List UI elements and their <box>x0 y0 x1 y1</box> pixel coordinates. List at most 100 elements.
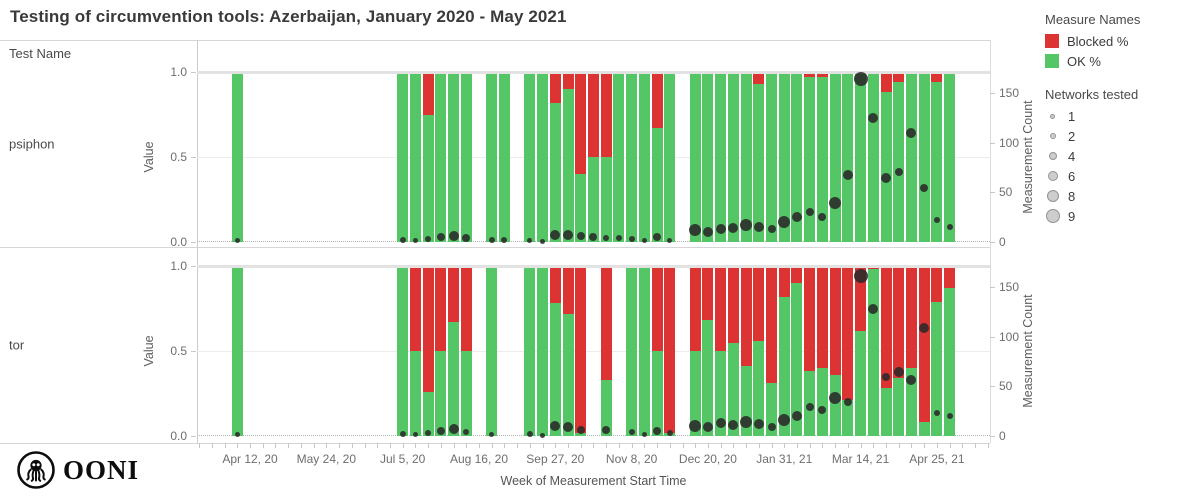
bar-segment-ok[interactable] <box>486 72 498 242</box>
measurement-count-dot[interactable] <box>842 170 853 181</box>
stacked-bar[interactable] <box>766 72 778 242</box>
bar-segment-ok[interactable] <box>549 303 561 436</box>
bar-segment-ok[interactable] <box>816 368 828 436</box>
bar-segment-ok[interactable] <box>231 72 243 242</box>
bar-segment-blocked[interactable] <box>804 72 816 78</box>
bar-segment-blocked[interactable] <box>562 266 574 314</box>
measurement-count-dot[interactable] <box>767 225 776 234</box>
bar-segment-ok[interactable] <box>931 82 943 242</box>
bar-segment-ok[interactable] <box>397 72 409 242</box>
measurement-count-dot[interactable] <box>399 237 406 243</box>
measurement-count-dot[interactable] <box>805 208 814 217</box>
bar-segment-blocked[interactable] <box>753 72 765 84</box>
legend-network-size-item[interactable]: 1 <box>1045 106 1195 126</box>
legend-network-size-item[interactable]: 9 <box>1045 206 1195 226</box>
legend-network-size-item[interactable]: 4 <box>1045 146 1195 166</box>
stacked-bar[interactable] <box>435 72 447 242</box>
bar-segment-ok[interactable] <box>944 288 956 436</box>
stacked-bar[interactable] <box>231 72 243 242</box>
stacked-bar[interactable] <box>600 266 612 436</box>
bar-segment-ok[interactable] <box>409 351 421 436</box>
measurement-count-dot[interactable] <box>488 237 495 243</box>
bar-segment-blocked[interactable] <box>549 72 561 103</box>
bar-segment-blocked[interactable] <box>816 72 828 78</box>
bar-segment-ok[interactable] <box>460 72 472 242</box>
stacked-bar[interactable] <box>498 72 510 242</box>
bar-segment-ok[interactable] <box>600 379 612 436</box>
bar-segment-blocked[interactable] <box>651 266 663 351</box>
bar-segment-blocked[interactable] <box>727 266 739 343</box>
measurement-count-dot[interactable] <box>946 413 953 420</box>
bar-segment-ok[interactable] <box>486 266 498 436</box>
bar-segment-ok[interactable] <box>231 266 243 436</box>
bar-segment-blocked[interactable] <box>842 266 854 401</box>
bar-segment-blocked[interactable] <box>791 266 803 283</box>
stacked-bar[interactable] <box>816 72 828 242</box>
measurement-count-dot[interactable] <box>791 212 802 223</box>
measurement-count-dot[interactable] <box>829 197 842 210</box>
bar-segment-ok[interactable] <box>435 72 447 242</box>
stacked-bar[interactable] <box>778 266 790 436</box>
stacked-bar[interactable] <box>944 72 956 242</box>
measurement-count-dot[interactable] <box>767 423 776 432</box>
bar-segment-ok[interactable] <box>855 330 867 436</box>
bar-segment-ok[interactable] <box>918 72 930 242</box>
bar-segment-blocked[interactable] <box>918 266 930 423</box>
bar-segment-ok[interactable] <box>715 72 727 242</box>
stacked-bar[interactable] <box>638 266 650 436</box>
stacked-bar[interactable] <box>638 72 650 242</box>
stacked-bar[interactable] <box>664 266 676 436</box>
measurement-count-dot[interactable] <box>615 235 622 242</box>
stacked-bar[interactable] <box>931 266 943 436</box>
bar-segment-ok[interactable] <box>600 157 612 242</box>
bar-segment-blocked[interactable] <box>448 266 460 323</box>
stacked-bar[interactable] <box>651 72 663 242</box>
measurement-count-dot[interactable] <box>628 236 635 243</box>
stacked-bar[interactable] <box>460 266 472 436</box>
bar-segment-ok[interactable] <box>575 432 587 436</box>
bar-segment-blocked[interactable] <box>893 72 905 83</box>
stacked-bar[interactable] <box>702 266 714 436</box>
bar-segment-ok[interactable] <box>753 83 765 242</box>
bar-segment-blocked[interactable] <box>829 266 841 375</box>
measurement-count-dot[interactable] <box>906 127 917 138</box>
measurement-count-dot[interactable] <box>715 418 726 429</box>
bar-segment-blocked[interactable] <box>905 266 917 368</box>
stacked-bar[interactable] <box>460 72 472 242</box>
stacked-bar[interactable] <box>727 72 739 242</box>
bar-segment-blocked[interactable] <box>689 266 701 351</box>
measurement-count-dot[interactable] <box>576 232 585 241</box>
measurement-count-dot[interactable] <box>933 217 940 224</box>
bar-segment-ok[interactable] <box>638 72 650 242</box>
legend-measure-item[interactable]: OK % <box>1045 51 1195 71</box>
stacked-bar[interactable] <box>715 266 727 436</box>
measurement-count-dot[interactable] <box>603 235 610 242</box>
measurement-count-dot[interactable] <box>715 224 726 235</box>
bar-segment-ok[interactable] <box>766 383 778 436</box>
stacked-bar[interactable] <box>791 72 803 242</box>
measurement-count-dot[interactable] <box>234 237 240 243</box>
measurement-count-dot[interactable] <box>919 322 930 333</box>
measurement-count-dot[interactable] <box>946 224 953 231</box>
bar-segment-ok[interactable] <box>460 351 472 436</box>
bar-segment-blocked[interactable] <box>422 72 434 115</box>
bar-segment-ok[interactable] <box>664 72 676 242</box>
stacked-bar[interactable] <box>524 72 536 242</box>
measurement-count-dot[interactable] <box>667 237 673 243</box>
measurement-count-dot[interactable] <box>933 410 940 417</box>
bar-segment-ok[interactable] <box>397 266 409 436</box>
stacked-bar[interactable] <box>422 72 434 242</box>
bar-segment-ok[interactable] <box>918 422 930 436</box>
stacked-bar[interactable] <box>715 72 727 242</box>
stacked-bar[interactable] <box>562 266 574 436</box>
measurement-count-dot[interactable] <box>463 429 470 436</box>
measurement-count-dot[interactable] <box>818 213 827 222</box>
bar-segment-blocked[interactable] <box>816 266 828 368</box>
bar-segment-blocked[interactable] <box>944 266 956 289</box>
measurement-count-dot[interactable] <box>666 430 673 437</box>
stacked-bar[interactable] <box>549 72 561 242</box>
stacked-bar[interactable] <box>448 72 460 242</box>
bar-segment-ok[interactable] <box>422 114 434 242</box>
stacked-bar[interactable] <box>422 266 434 436</box>
bar-segment-ok[interactable] <box>740 72 752 242</box>
